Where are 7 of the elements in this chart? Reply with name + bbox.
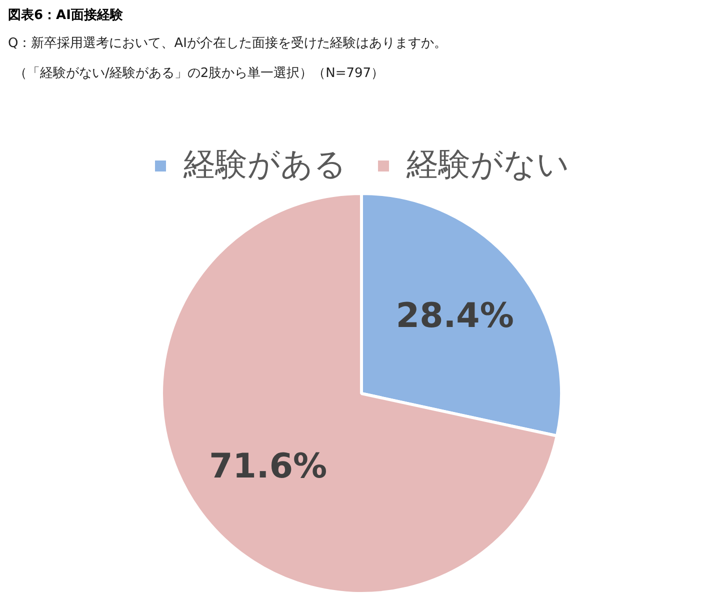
data-label: 28.4% (396, 296, 514, 336)
data-label: 71.6% (209, 446, 328, 487)
legend-label: 経験がある (182, 146, 346, 182)
chart-title: 図表6：AI面接経験 (8, 6, 123, 24)
chart-subtitle: Q：新卒採用選考において、AIが介在した面接を受けた経験はありますか。 (8, 35, 447, 52)
legend-label: 経験がない (406, 146, 570, 182)
text: （「経験がない/経験がある」の2肢から単一選択）（N=797） (14, 65, 384, 82)
